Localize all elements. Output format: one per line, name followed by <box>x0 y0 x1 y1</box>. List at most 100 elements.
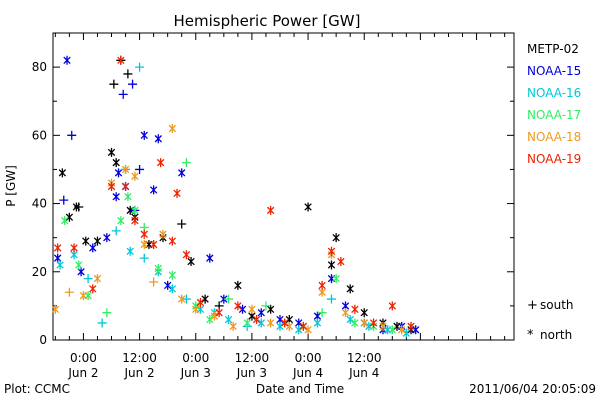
y-tick-label: 20 <box>32 265 47 279</box>
legend: METP-02 NOAA-15 NOAA-16 NOAA-17 NOAA-18 NOAA-… <box>527 42 581 343</box>
point-north-star <box>332 233 340 243</box>
point-north-star <box>369 318 378 328</box>
point-north-star <box>360 308 368 318</box>
point-south-plus <box>128 79 138 89</box>
point-north-star <box>70 243 78 253</box>
point-north-star <box>103 233 111 243</box>
point-north-star <box>154 134 163 144</box>
x-axis-label: Date and Time <box>256 382 344 396</box>
point-north-star <box>53 253 62 263</box>
point-north-star <box>56 260 64 270</box>
legend-entry: METP-02 <box>527 42 579 56</box>
chart-title: Hemispheric Power [GW] <box>174 12 361 30</box>
point-north-star <box>351 304 359 314</box>
x-tick-date-label: Jun 2 <box>123 366 154 380</box>
point-north-star <box>346 284 354 294</box>
point-north-star <box>75 260 83 270</box>
point-south-plus <box>97 318 107 328</box>
point-north-star <box>107 182 116 191</box>
x-tick-time-label: 12:00 <box>235 351 270 365</box>
point-north-star <box>243 318 251 328</box>
point-north-star <box>121 164 130 174</box>
point-south-plus <box>118 89 128 99</box>
point-north-star <box>206 253 214 263</box>
footer-timestamp: 2011/06/04 20:05:09 <box>469 382 596 396</box>
legend-entry: NOAA-18 <box>527 130 581 144</box>
legend-symbol-north: * <box>527 328 534 343</box>
point-north-star <box>266 304 275 314</box>
y-tick-label: 40 <box>32 197 47 211</box>
point-north-star <box>196 297 205 307</box>
point-north-star <box>168 284 177 294</box>
point-north-star <box>402 328 411 338</box>
point-north-star <box>82 236 90 246</box>
point-north-star <box>388 325 397 335</box>
point-north-star <box>89 243 97 253</box>
point-north-star <box>58 168 67 178</box>
point-south-plus <box>149 277 159 287</box>
point-north-star <box>327 260 336 270</box>
series-noaa-18 <box>51 124 406 335</box>
point-north-star <box>201 294 209 304</box>
point-north-star <box>173 188 181 198</box>
point-north-star <box>224 315 233 325</box>
point-south-plus <box>135 164 145 174</box>
point-south-plus <box>109 79 119 89</box>
point-south-plus <box>135 62 145 72</box>
point-north-star <box>257 308 265 318</box>
x-tick-time-label: 12:00 <box>347 351 382 365</box>
point-north-star <box>234 280 242 290</box>
y-axis-label: P [GW] <box>4 165 18 207</box>
point-north-star <box>65 212 74 222</box>
point-north-star <box>131 205 139 215</box>
point-north-star <box>140 229 148 239</box>
point-north-star <box>168 270 177 280</box>
point-north-star <box>163 280 172 290</box>
point-north-star <box>337 257 345 267</box>
point-north-star <box>238 304 247 314</box>
footer-plot-credit: Plot: CCMC <box>4 382 70 396</box>
point-north-star <box>318 280 326 290</box>
series-noaa-19 <box>53 55 415 331</box>
point-north-star <box>140 130 148 140</box>
point-north-star <box>53 243 62 253</box>
point-north-star <box>121 182 130 191</box>
point-north-star <box>168 124 177 134</box>
legend-entry: NOAA-16 <box>527 86 581 100</box>
point-north-star <box>280 318 289 328</box>
point-north-star <box>266 318 275 328</box>
data-points <box>51 55 420 338</box>
point-north-star <box>206 315 214 325</box>
point-north-star <box>51 304 60 314</box>
x-tick-time-label: 12:00 <box>122 351 157 365</box>
x-tick-date-label: Jun 4 <box>348 366 379 380</box>
point-south-plus <box>123 69 133 79</box>
point-south-plus <box>102 308 112 318</box>
point-north-star <box>360 318 368 328</box>
point-north-star <box>192 304 200 314</box>
point-north-star <box>149 239 158 249</box>
point-north-star <box>114 168 123 178</box>
point-north-star <box>407 321 415 331</box>
point-south-plus <box>261 301 271 311</box>
point-north-star <box>257 318 265 328</box>
point-north-star <box>131 171 139 181</box>
point-north-star <box>178 294 186 304</box>
point-north-star <box>266 205 275 215</box>
point-south-plus <box>59 195 69 205</box>
point-north-star <box>379 321 387 331</box>
point-south-plus <box>111 226 121 236</box>
point-north-star <box>304 202 312 212</box>
point-south-plus <box>317 308 327 318</box>
point-north-star <box>126 246 134 256</box>
point-north-star <box>234 301 242 311</box>
point-north-star <box>313 318 322 328</box>
point-north-star <box>187 257 195 267</box>
point-north-star <box>131 216 139 226</box>
y-tick-label: 80 <box>32 60 47 74</box>
x-tick-date-label: Jun 4 <box>292 366 323 380</box>
point-north-star <box>112 192 120 202</box>
point-north-star <box>77 267 85 277</box>
